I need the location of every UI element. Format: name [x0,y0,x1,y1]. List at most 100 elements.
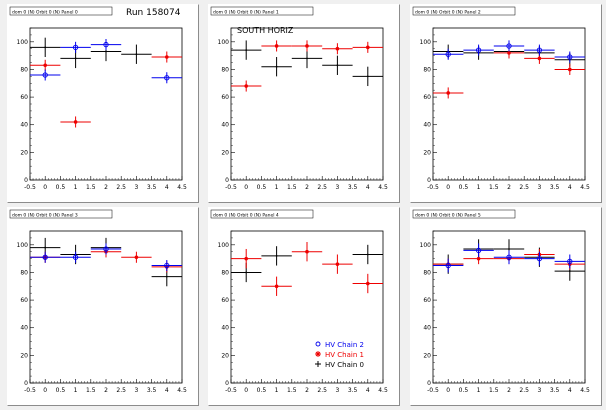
y-tick-label: 100 [420,39,432,46]
y-tick-label: 0 [225,380,229,387]
y-tick-label: 100 [218,39,230,46]
y-tick-label: 40 [221,325,229,332]
data-point [74,57,77,60]
plot-panel-5: dom 0 (N) Orbit 0 (N) Panel 5 -0.5 0 0.5 1 1.… [410,207,602,406]
data-point [536,255,543,262]
plot-svg: dom 0 (N) Orbit 0 (N) Panel 5-0.5 0 0.5 1 1.… [412,209,590,394]
x-tick-label: 2.5 [519,387,529,394]
y-tick-label: 60 [221,94,229,101]
data-point [508,248,510,250]
x-tick-label: 0.5 [56,184,66,191]
y-tick-label: 20 [20,352,28,359]
x-tick-label: 2.5 [317,184,327,191]
data-point [506,254,512,260]
data-point [305,249,309,254]
data-point [476,256,481,261]
data-point [445,262,451,269]
y-tick-label: 40 [221,122,229,129]
panel-title-box [412,209,516,219]
x-tick-label: 1 [477,184,481,191]
x-tick-label: 3 [134,184,138,191]
x-tick-label: 3 [335,184,339,191]
data-point [445,51,451,57]
panel-title-box [9,6,113,16]
data-point [306,57,308,60]
y-tick-label: 0 [24,177,28,184]
x-tick-label: 3.5 [147,387,157,394]
panel-title: dom 0 (N) Orbit 0 (N) Panel 1 [213,10,279,16]
x-tick-label: 1 [275,184,279,191]
y-tick-label: 40 [423,122,431,129]
x-tick-label: 4.5 [580,387,590,394]
panel-title: dom 0 (N) Orbit 0 (N) Panel 5 [415,213,481,219]
x-tick-label: 2 [305,387,309,394]
data-point [567,258,573,265]
data-point [274,44,279,48]
y-tick-label: 80 [221,269,229,276]
x-tick-label: 2.5 [116,184,126,191]
panel-title-box [412,6,516,16]
x-tick-label: -0.5 [24,387,36,394]
data-point [164,75,170,81]
y-tick-label: 20 [423,352,431,359]
x-tick-label: 0.5 [257,184,267,191]
y-tick-label: 40 [20,122,28,129]
x-tick-label: 3.5 [348,184,358,191]
plot-svg: dom 0 (N) Orbit 0 (N) Panel 4-0.5 0 0.5 1 1.… [210,209,388,394]
y-tick-label: 80 [20,269,28,276]
data-point [475,247,482,253]
panel-title: dom 0 (N) Orbit 0 (N) Panel 2 [415,10,481,16]
x-tick-label: 3.5 [348,387,358,394]
data-point [275,254,278,257]
x-tick-label: 0 [446,387,450,394]
y-tick-label: 60 [423,94,431,101]
plot-panel-2: dom 0 (N) Orbit 0 (N) Panel 2 -0.5 0 0.5 1 1.… [410,4,602,203]
data-point [305,44,309,48]
x-tick-label: -0.5 [24,184,36,191]
data-point [245,271,248,274]
data-point [164,262,170,269]
x-tick-label: -0.5 [225,184,237,191]
data-point [73,120,78,124]
x-tick-label: 1.5 [86,184,96,191]
y-tick-label: 60 [423,297,431,304]
legend-label: HV Chain 1 [325,351,364,359]
x-tick-label: 0.5 [56,387,66,394]
y-tick-label: 40 [20,325,28,332]
x-tick-label: 3.5 [550,184,560,191]
plot-svg: dom 0 (N) Orbit 0 (N) Panel 3-0.5 0 0.5 1 1.… [9,209,187,394]
x-tick-label: -0.5 [427,387,439,394]
panel-title-box [210,209,314,219]
y-tick-label: 100 [420,242,432,249]
x-tick-label: 0.5 [459,387,469,394]
x-tick-label: 3.5 [147,184,157,191]
x-tick-label: 4.5 [177,184,187,191]
data-point [42,72,48,78]
y-tick-label: 0 [427,177,431,184]
data-point [244,256,248,261]
x-tick-label: 2 [104,184,108,191]
y-tick-label: 80 [20,66,28,73]
plot-panel-1: dom 0 (N) Orbit 0 (N) Panel 1 SOUTH HORIZ… [208,4,400,203]
legend-label: HV Chain 0 [325,361,364,369]
panel-title: dom 0 (N) Orbit 0 (N) Panel 3 [12,213,78,219]
data-point [44,46,47,49]
x-tick-label: 4.5 [177,387,187,394]
x-tick-label: 0.5 [459,184,469,191]
plot-panel-4: dom 0 (N) Orbit 0 (N) Panel 4 -0.5 0 0.5 1 1.… [208,207,400,406]
plot-panel-3: dom 0 (N) Orbit 0 (N) Panel 3 -0.5 0 0.5 1 1.… [7,207,199,406]
x-tick-label: 4.5 [580,184,590,191]
legend-label: HV Chain 2 [325,341,364,349]
data-point [366,75,369,78]
x-tick-label: 2.5 [519,184,529,191]
y-tick-label: 100 [17,242,29,249]
plot-panel-0: dom 0 (N) Orbit 0 (N) Panel 0 Run 158074 -… [7,4,199,203]
x-tick-label: 3 [335,387,339,394]
y-tick-label: 40 [423,325,431,332]
x-tick-label: 2 [507,387,511,394]
y-tick-label: 20 [221,149,229,156]
x-tick-label: 0 [446,184,450,191]
x-tick-label: 4 [568,184,572,191]
x-tick-label: 3 [537,184,541,191]
data-point [72,44,79,50]
